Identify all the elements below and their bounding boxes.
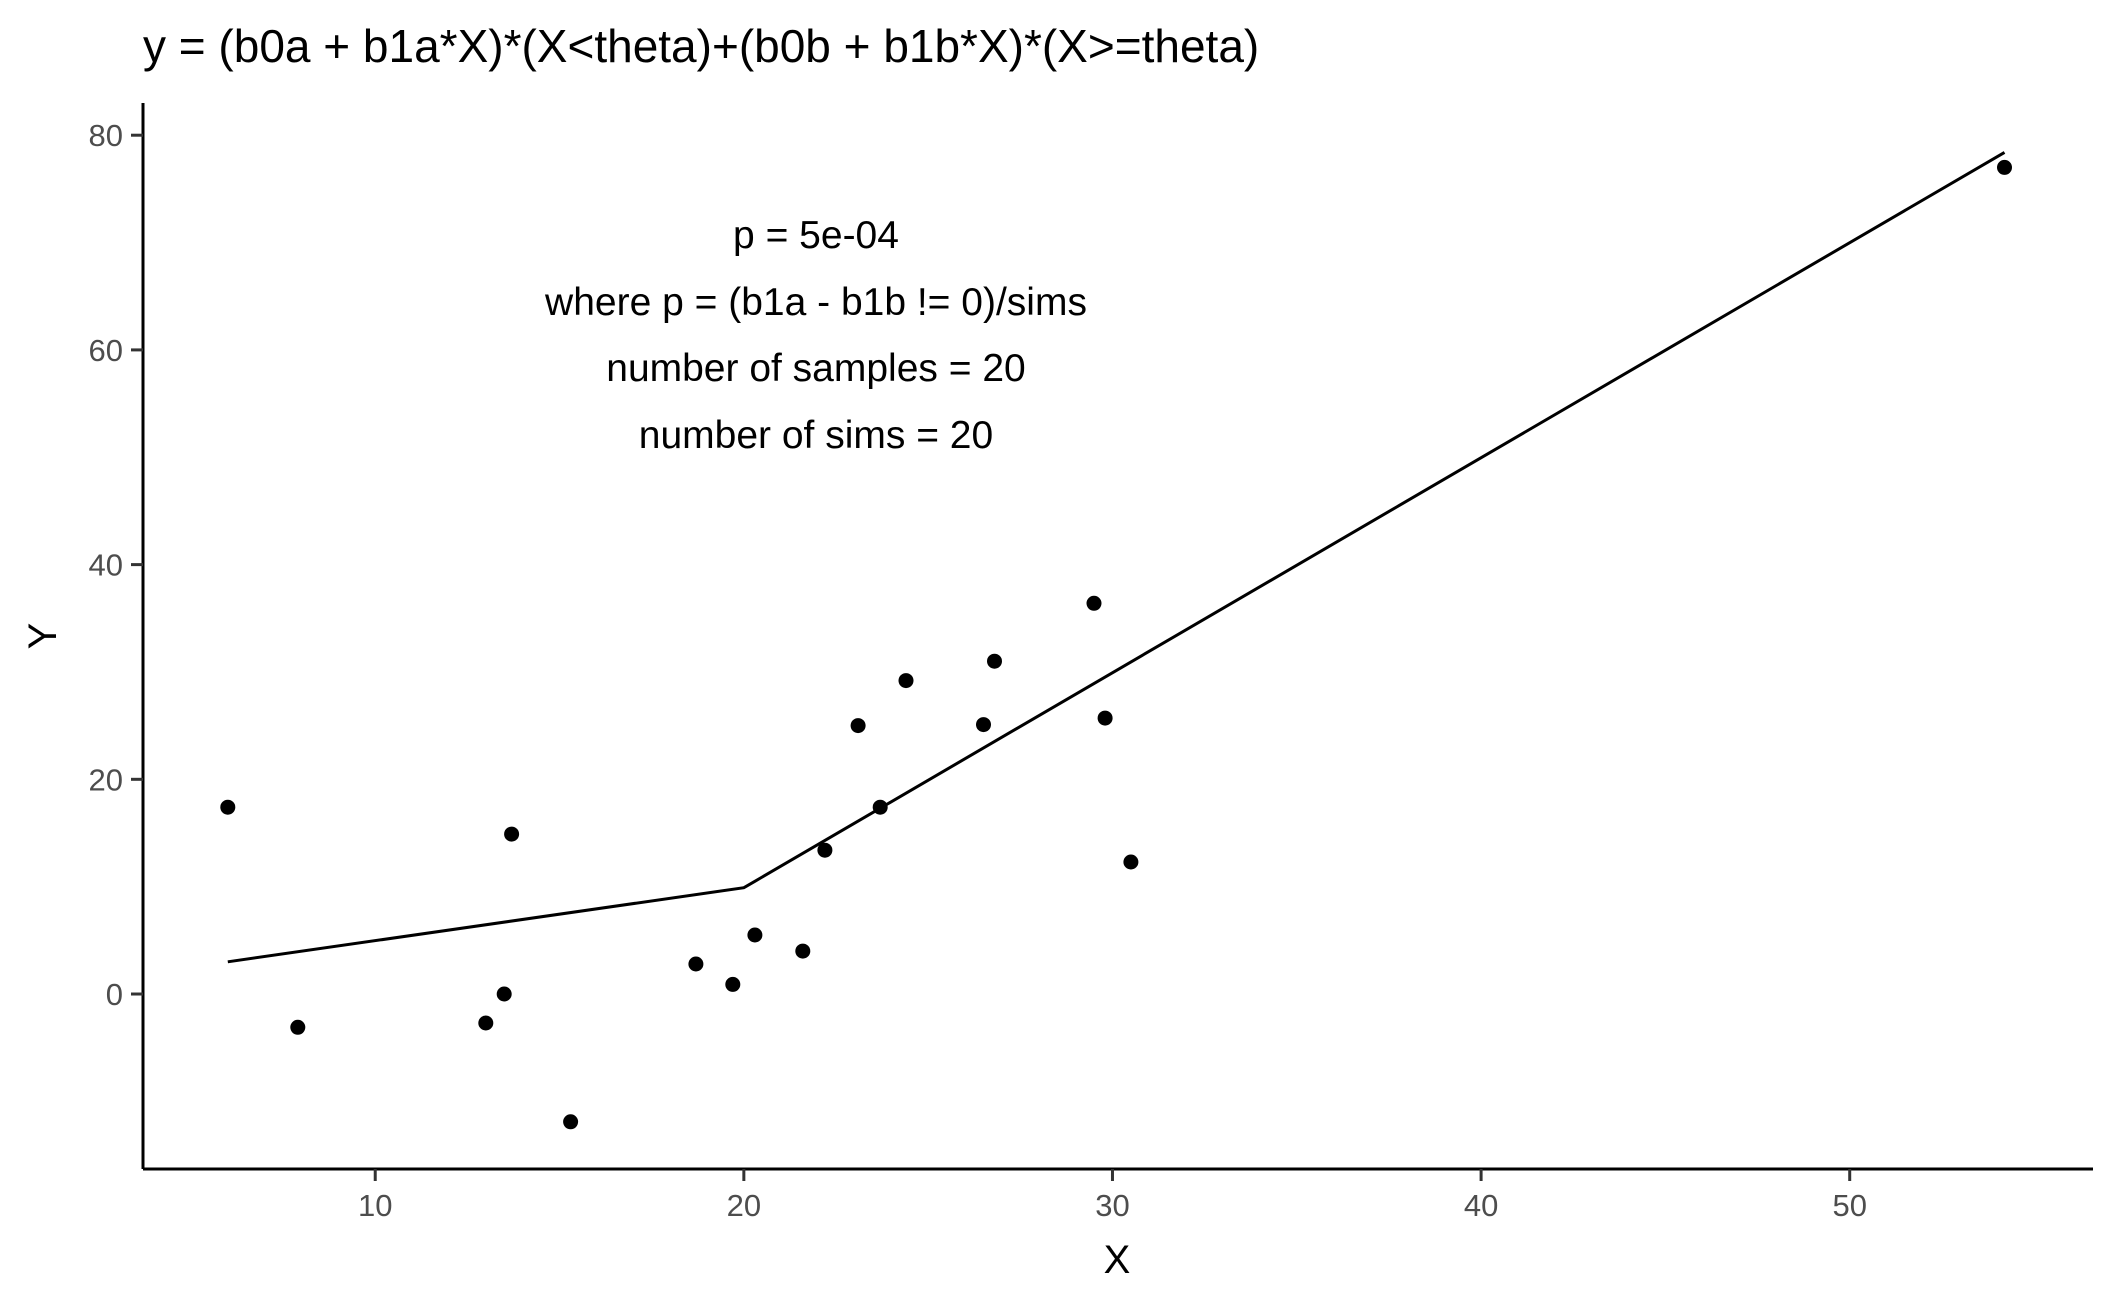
- x-tick-label: 20: [727, 1188, 761, 1223]
- data-point: [795, 943, 811, 959]
- data-point: [725, 976, 741, 992]
- annotation-line: number of samples = 20: [606, 347, 1025, 390]
- data-point: [688, 956, 704, 972]
- annotation-line: number of sims = 20: [639, 414, 993, 457]
- x-ticks: 10 20 30 40 50: [358, 1169, 1867, 1223]
- data-point: [563, 1114, 579, 1130]
- data-point: [976, 717, 991, 733]
- y-tick-label: 60: [89, 333, 123, 368]
- data-point: [496, 986, 512, 1002]
- data-point: [504, 826, 520, 842]
- data-point: [290, 1019, 306, 1035]
- data-point: [1097, 710, 1113, 726]
- annotation-block: p = 5e-04 where p = (b1a - b1b != 0)/sim…: [544, 214, 1087, 457]
- data-point: [220, 799, 236, 815]
- annotation-line: where p = (b1a - b1b != 0)/sims: [544, 281, 1087, 324]
- y-tick-label: 40: [89, 548, 123, 583]
- x-tick-label: 10: [358, 1188, 392, 1223]
- y-tick-label: 20: [89, 762, 123, 797]
- y-tick-label: 80: [89, 118, 123, 153]
- x-axis-title: X: [1104, 1238, 1131, 1282]
- data-point: [872, 799, 888, 815]
- chart-title: y = (b0a + b1a*X)*(X<theta)+(b0b + b1b*X…: [143, 20, 1259, 72]
- y-tick-label: 0: [106, 977, 123, 1012]
- data-point: [478, 1015, 494, 1031]
- data-point: [1997, 159, 2012, 175]
- x-tick-label: 40: [1464, 1188, 1498, 1223]
- data-point: [1086, 595, 1102, 611]
- x-tick-label: 50: [1832, 1188, 1866, 1223]
- data-point: [1123, 854, 1139, 870]
- fit-layer: [227, 151, 2006, 964]
- y-ticks: 0 20 40 60 80: [89, 118, 143, 1012]
- annotation-line: p = 5e-04: [733, 214, 899, 257]
- data-point: [898, 673, 914, 689]
- x-tick-label: 30: [1095, 1188, 1129, 1223]
- data-point: [747, 927, 763, 943]
- fit-line: [227, 151, 2006, 964]
- data-point: [850, 718, 866, 734]
- points-layer: [220, 159, 2012, 1130]
- y-axis-title: Y: [21, 623, 65, 650]
- data-point: [817, 842, 833, 858]
- data-point: [987, 653, 1002, 669]
